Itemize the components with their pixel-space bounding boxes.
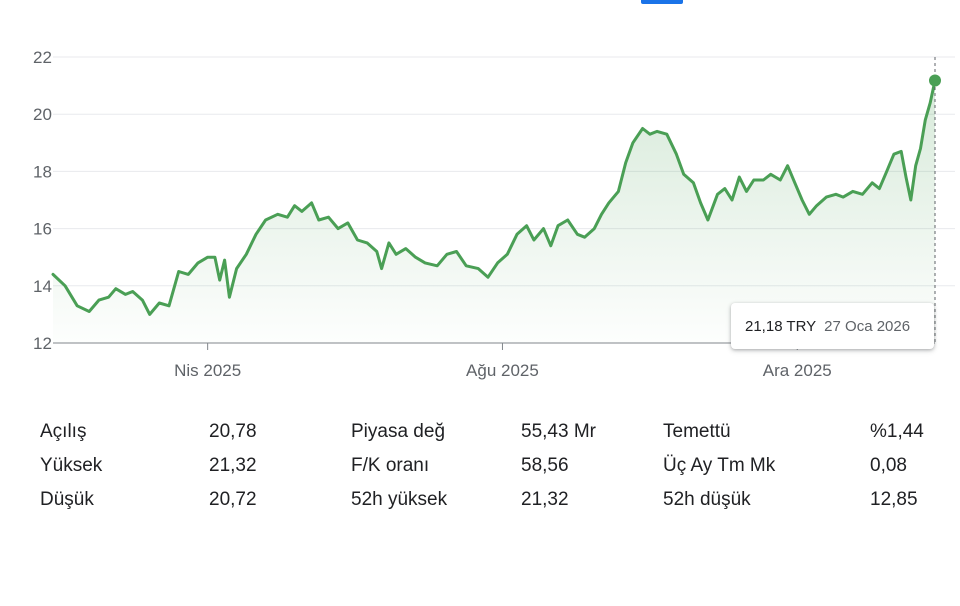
active-tab-indicator — [641, 0, 683, 4]
stat-value: 20,78 — [209, 421, 257, 442]
stat-value: 58,56 — [521, 455, 569, 476]
x-tick-label: Nis 2025 — [174, 361, 241, 380]
stat-label: F/K oranı — [351, 455, 430, 476]
stat-label: 52h düşük — [663, 489, 751, 510]
stat-label: Yüksek — [40, 455, 103, 476]
stat-label: Piyasa değ — [351, 421, 446, 442]
price-line — [51, 79, 937, 316]
stat-label: Üç Ay Tm Mk — [663, 455, 776, 476]
x-tick-label: Ara 2025 — [763, 361, 832, 380]
y-axis-labels: 12 14 16 18 20 22 — [33, 48, 52, 353]
stat-value: 12,85 — [870, 489, 918, 510]
stats-table: Açılış 20,78 Piyasa değ 55,43 Mr Temettü %1,4… — [0, 412, 960, 522]
y-tick-label: 16 — [33, 220, 52, 239]
tooltip-date: 27 Oca 2026 — [824, 317, 911, 335]
y-tick-label: 18 — [33, 162, 52, 181]
stat-label: Düşük — [40, 489, 94, 510]
stat-value: 0,08 — [870, 455, 907, 476]
x-axis-labels: Nis 2025 Ağu 2025 Ara 2025 — [174, 343, 832, 380]
tooltip-price: 21,18 TRY — [745, 317, 817, 335]
price-tooltip: 21,18 TRY 27 Oca 2026 — [731, 303, 934, 349]
stat-label: Temettü — [663, 421, 731, 442]
last-price-dot[interactable] — [929, 74, 941, 87]
y-tick-label: 20 — [33, 105, 52, 124]
stat-value: 55,43 Mr — [521, 421, 596, 442]
y-tick-label: 14 — [33, 277, 52, 296]
price-chart[interactable]: 12 14 16 18 20 22 Nis 2025 Ağu 2025 Ara 2025 — [0, 0, 960, 390]
stat-value: 20,72 — [209, 489, 257, 510]
y-tick-label: 22 — [33, 48, 52, 67]
stat-label: 52h yüksek — [351, 489, 448, 510]
stat-value: 21,32 — [209, 455, 257, 476]
y-tick-label: 12 — [33, 334, 52, 353]
stat-value: %1,44 — [870, 421, 924, 442]
stat-label: Açılış — [40, 421, 87, 442]
x-tick-label: Ağu 2025 — [466, 361, 539, 380]
price-area — [53, 80, 935, 343]
stat-value: 21,32 — [521, 489, 569, 510]
